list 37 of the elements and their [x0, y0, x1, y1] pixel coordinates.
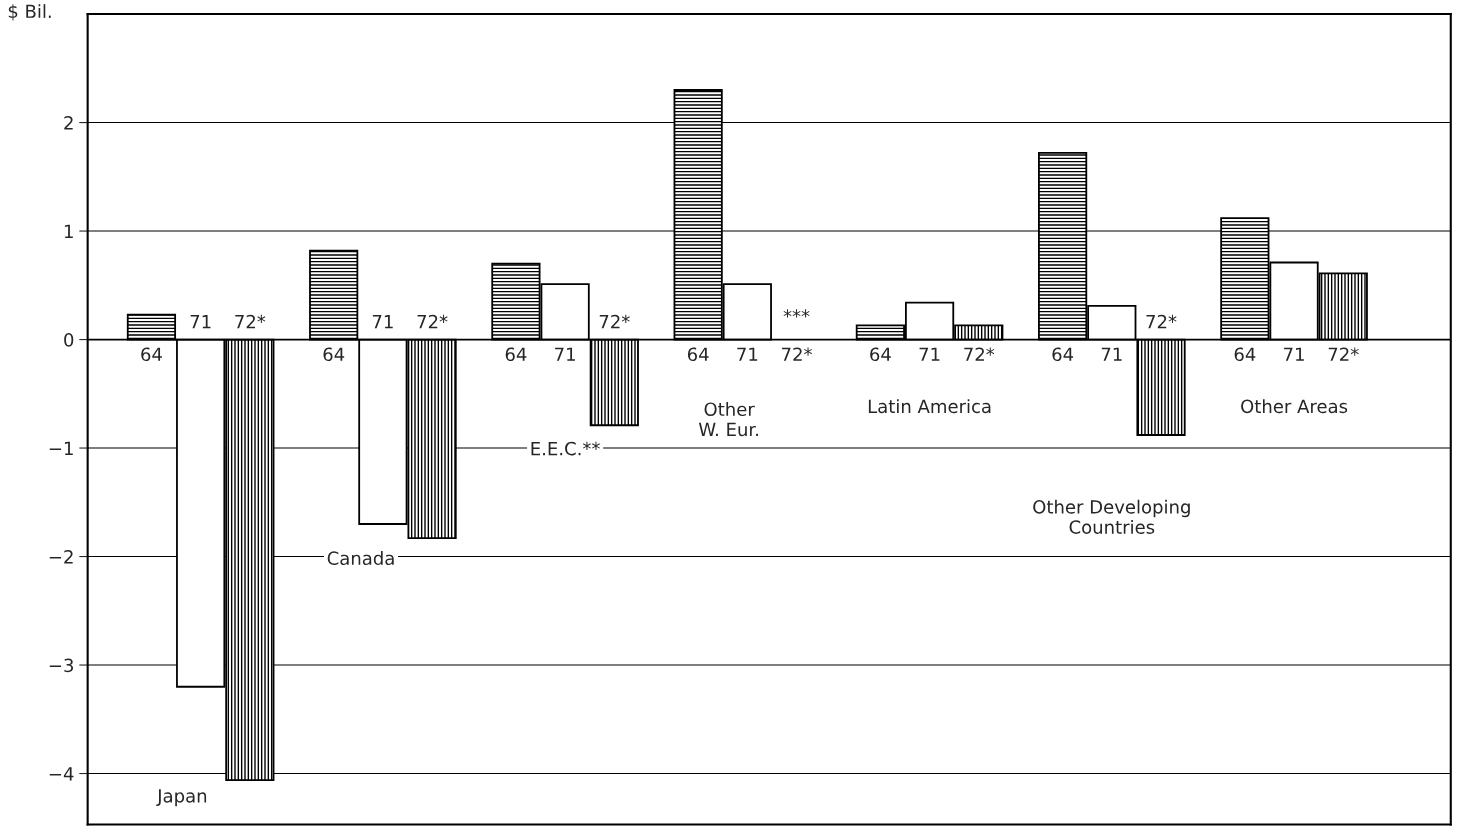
series-label: 72* [964, 347, 995, 361]
x-tick-label: Canada [327, 551, 394, 566]
y-tick-label: −1 [49, 441, 73, 455]
y-tick-label: −3 [49, 658, 74, 673]
y-tick-label: −2 [49, 549, 73, 564]
text: 71 [737, 347, 758, 361]
series-label: 71 [555, 347, 575, 361]
x-tick-label: Other W. Eur. [698, 402, 758, 437]
text: 64 [505, 347, 527, 362]
x-tick-label: Japan [156, 789, 207, 807]
text: 64 [1052, 347, 1074, 362]
text: 71 [1284, 347, 1304, 361]
text: 71 [919, 347, 940, 361]
text: 64 [1234, 347, 1256, 362]
text: 72* [417, 314, 448, 329]
text: 72* [235, 314, 266, 329]
y-tick-label: 0 [64, 333, 74, 347]
text: 72* [1146, 314, 1177, 329]
x-tick-label: Latin America [868, 399, 991, 414]
text: 72* [599, 314, 630, 329]
y-tick-label: 2 [64, 116, 73, 130]
text: *** [783, 309, 810, 318]
text: 64 [323, 347, 345, 362]
x-tick-label: Other Areas [1241, 399, 1348, 414]
text: 64 [687, 347, 709, 362]
text: 72* [782, 347, 813, 361]
y-tick-label: 1 [64, 224, 73, 238]
x-tick-label: Other Developing Countries [1033, 499, 1190, 534]
text: 71 [372, 315, 393, 329]
text: 64 [870, 347, 891, 362]
text: 71 [190, 315, 211, 329]
y-axis-title: $ Bil. [8, 4, 51, 21]
y-tick-label: −4 [49, 767, 74, 781]
x-tick-label: E.E.C.** [531, 441, 600, 456]
series-label: 64 [141, 347, 162, 362]
text: 71 [1101, 347, 1122, 361]
text: 72* [1328, 347, 1359, 361]
